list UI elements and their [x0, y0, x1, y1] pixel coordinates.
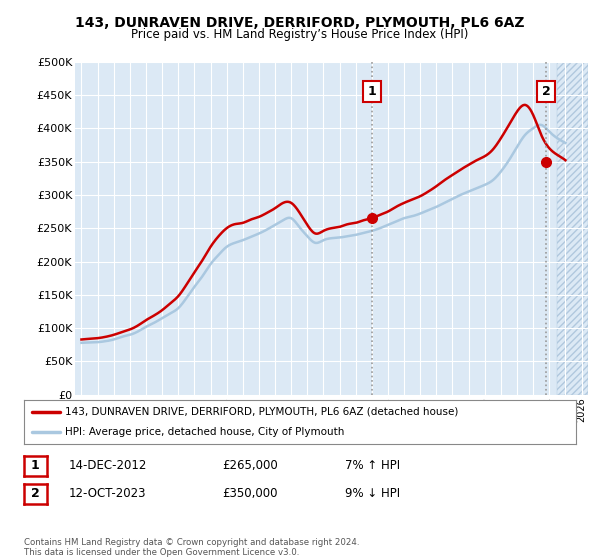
Text: 12-OCT-2023: 12-OCT-2023	[69, 487, 146, 501]
Text: 2: 2	[542, 85, 550, 98]
Text: £265,000: £265,000	[222, 459, 278, 473]
Text: 143, DUNRAVEN DRIVE, DERRIFORD, PLYMOUTH, PL6 6AZ: 143, DUNRAVEN DRIVE, DERRIFORD, PLYMOUTH…	[75, 16, 525, 30]
Text: £350,000: £350,000	[222, 487, 277, 501]
Text: 9% ↓ HPI: 9% ↓ HPI	[345, 487, 400, 501]
Text: Contains HM Land Registry data © Crown copyright and database right 2024.
This d: Contains HM Land Registry data © Crown c…	[24, 538, 359, 557]
Text: 143, DUNRAVEN DRIVE, DERRIFORD, PLYMOUTH, PL6 6AZ (detached house): 143, DUNRAVEN DRIVE, DERRIFORD, PLYMOUTH…	[65, 407, 459, 417]
Text: Price paid vs. HM Land Registry’s House Price Index (HPI): Price paid vs. HM Land Registry’s House …	[131, 28, 469, 41]
Text: 14-DEC-2012: 14-DEC-2012	[69, 459, 148, 473]
Text: 1: 1	[31, 459, 40, 473]
Text: 7% ↑ HPI: 7% ↑ HPI	[345, 459, 400, 473]
Text: HPI: Average price, detached house, City of Plymouth: HPI: Average price, detached house, City…	[65, 427, 345, 437]
Text: 2: 2	[31, 487, 40, 501]
Bar	[557, 62, 588, 395]
Text: 1: 1	[367, 85, 376, 98]
